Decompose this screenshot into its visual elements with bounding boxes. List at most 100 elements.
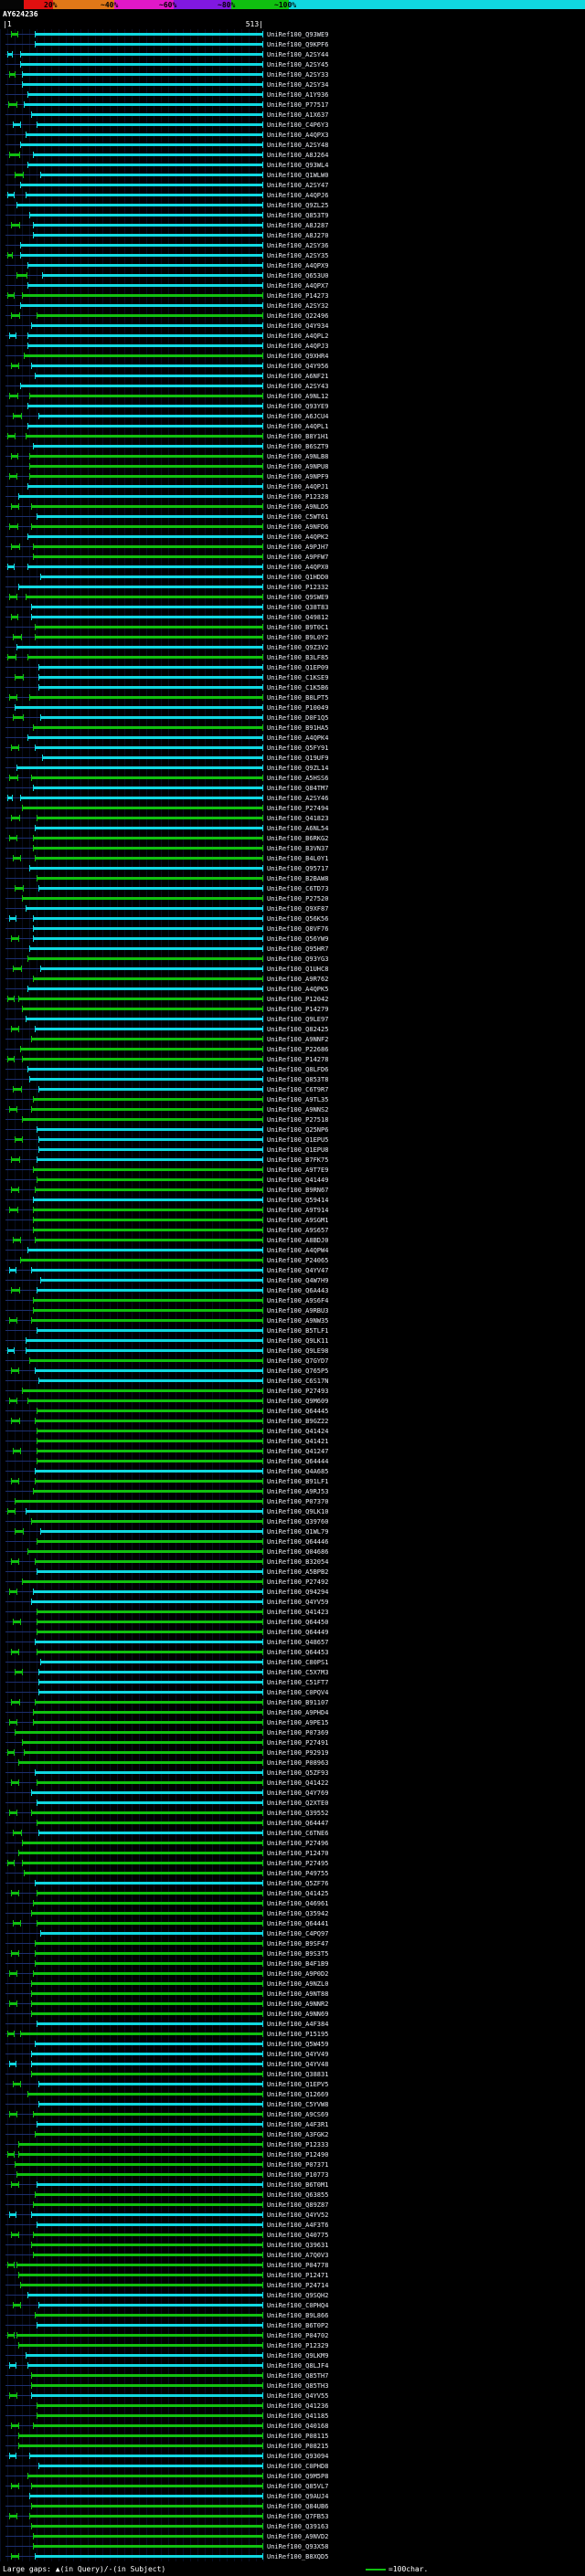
hit-row[interactable]: UniRef100_Q64453 [0,1647,585,1657]
hit-row[interactable]: UniRef100_Q5ZF76 [0,1878,585,1888]
hit-bar[interactable] [0,2320,264,2330]
hit-label[interactable]: UniRef100_P49755 [267,1869,329,1877]
hit-label[interactable]: UniRef100_Q9SWE9 [267,593,329,601]
hit-bar[interactable] [0,783,264,793]
hit-bar[interactable] [0,1768,264,1778]
hit-label[interactable]: UniRef100_Q22496 [267,311,329,320]
hit-row[interactable]: UniRef100_C1K5B6 [0,682,585,692]
hit-row[interactable]: UniRef100_A9PHD4 [0,1707,585,1717]
hit-bar[interactable] [0,2280,264,2290]
hit-row[interactable]: UniRef100_Q85TH3 [0,2381,585,2391]
hit-row[interactable]: UniRef100_Q89Z87 [0,2200,585,2210]
hit-bar[interactable] [0,753,264,763]
hit-label[interactable]: UniRef100_P12042 [267,995,329,1003]
hit-bar[interactable] [0,1386,264,1396]
hit-row[interactable]: UniRef100_A4QPL1 [0,421,585,431]
hit-label[interactable]: UniRef100_P10049 [267,703,329,712]
hit-row[interactable]: UniRef100_P27491 [0,1737,585,1747]
hit-bar[interactable] [0,1637,264,1647]
hit-row[interactable]: UniRef100_P12328 [0,491,585,501]
hit-bar[interactable] [0,1888,264,1898]
hit-row[interactable]: UniRef100_A4QPK5 [0,984,585,994]
hit-bar[interactable] [0,2481,264,2491]
hit-label[interactable]: UniRef100_Q41425 [267,1889,329,1897]
hit-label[interactable]: UniRef100_C6TNE6 [267,1829,329,1837]
hit-bar[interactable] [0,1506,264,1516]
hit-label[interactable]: UniRef100_Q25NP6 [267,1125,329,1134]
hit-bar[interactable] [0,481,264,491]
hit-row[interactable]: UniRef100_Q9SQH2 [0,2290,585,2300]
hit-bar[interactable] [0,1356,264,1366]
hit-row[interactable]: UniRef100_P27492 [0,1577,585,1587]
hit-row[interactable]: UniRef100_A4QPX0 [0,562,585,572]
hit-label[interactable]: UniRef100_P77517 [267,100,329,109]
hit-label[interactable]: UniRef100_A9NPF9 [267,472,329,480]
hit-label[interactable]: UniRef100_Q46961 [267,1899,329,1907]
hit-label[interactable]: UniRef100_A2SY34 [267,80,329,89]
hit-label[interactable]: UniRef100_A2SY48 [267,141,329,149]
hit-row[interactable]: UniRef100_B8XQD5 [0,2551,585,2561]
hit-label[interactable]: UniRef100_Q40168 [267,2422,329,2430]
hit-label[interactable]: UniRef100_Q853T8 [267,1075,329,1083]
hit-row[interactable]: UniRef100_Q9M5P8 [0,2471,585,2481]
hit-label[interactable]: UniRef100_A9PFW7 [267,553,329,561]
hit-row[interactable]: UniRef100_Q9LE97 [0,1014,585,1024]
hit-row[interactable]: UniRef100_P10049 [0,702,585,713]
hit-bar[interactable] [0,2019,264,2029]
hit-row[interactable]: UniRef100_A9SGM1 [0,1215,585,1225]
hit-row[interactable]: UniRef100_A9NVD2 [0,2531,585,2541]
hit-bar[interactable] [0,69,264,79]
hit-bar[interactable] [0,1908,264,1918]
hit-label[interactable]: UniRef100_C6TD73 [267,884,329,892]
hit-label[interactable]: UniRef100_Q41423 [267,1608,329,1616]
hit-bar[interactable] [0,1898,264,1908]
hit-label[interactable]: UniRef100_Q9SQH2 [267,2291,329,2299]
hit-row[interactable]: UniRef100_P14278 [0,1054,585,1064]
hit-row[interactable]: UniRef100_Q93YE9 [0,401,585,411]
hit-row[interactable]: UniRef100_P12490 [0,2149,585,2159]
hit-bar[interactable] [0,924,264,934]
hit-bar[interactable] [0,984,264,994]
hit-row[interactable]: UniRef100_P49755 [0,1868,585,1878]
hit-label[interactable]: UniRef100_P10773 [267,2170,329,2179]
hit-bar[interactable] [0,1496,264,1506]
hit-row[interactable]: UniRef100_Q9XHR4 [0,351,585,361]
hit-label[interactable]: UniRef100_A5HSS6 [267,774,329,782]
hit-row[interactable]: UniRef100_A9NT88 [0,1989,585,1999]
hit-row[interactable]: UniRef100_Q9LK10 [0,1506,585,1516]
hit-row[interactable]: UniRef100_P07369 [0,1727,585,1737]
hit-label[interactable]: UniRef100_A4QPX9 [267,261,329,269]
hit-bar[interactable] [0,1245,264,1255]
hit-row[interactable]: UniRef100_Q46961 [0,1898,585,1908]
hit-bar[interactable] [0,391,264,401]
hit-row[interactable]: UniRef100_Q64441 [0,1918,585,1928]
hit-bar[interactable] [0,1989,264,1999]
hit-bar[interactable] [0,1436,264,1446]
hit-label[interactable]: UniRef100_Q7GYD7 [267,1357,329,1365]
hit-row[interactable]: UniRef100_A9NL12 [0,391,585,401]
hit-label[interactable]: UniRef100_A9NZL0 [267,1980,329,1988]
hit-label[interactable]: UniRef100_P07370 [267,1497,329,1505]
hit-row[interactable]: UniRef100_B91LF1 [0,1476,585,1486]
hit-row[interactable]: UniRef100_A8BDJ0 [0,1235,585,1245]
hit-row[interactable]: UniRef100_C0PHQ4 [0,2300,585,2310]
hit-label[interactable]: UniRef100_Q9XF87 [267,904,329,913]
hit-bar[interactable] [0,853,264,863]
hit-bar[interactable] [0,763,264,773]
hit-bar[interactable] [0,974,264,984]
hit-label[interactable]: UniRef100_P27520 [267,894,329,903]
hit-label[interactable]: UniRef100_Q93WE9 [267,30,329,38]
hit-bar[interactable] [0,1948,264,1958]
hit-row[interactable]: UniRef100_Q41423 [0,1607,585,1617]
hit-label[interactable]: UniRef100_A4QPK5 [267,985,329,993]
hit-bar[interactable] [0,2411,264,2421]
hit-row[interactable]: UniRef100_P12042 [0,994,585,1004]
hit-row[interactable]: UniRef100_P12332 [0,582,585,592]
hit-label[interactable]: UniRef100_A6NF21 [267,372,329,380]
hit-label[interactable]: UniRef100_Q4YV59 [267,1598,329,1606]
hit-row[interactable]: UniRef100_A9S657 [0,1225,585,1235]
hit-bar[interactable] [0,1175,264,1185]
hit-row[interactable]: UniRef100_A9RJ53 [0,1486,585,1496]
hit-row[interactable]: UniRef100_Q4Y934 [0,321,585,331]
hit-bar[interactable] [0,1607,264,1617]
